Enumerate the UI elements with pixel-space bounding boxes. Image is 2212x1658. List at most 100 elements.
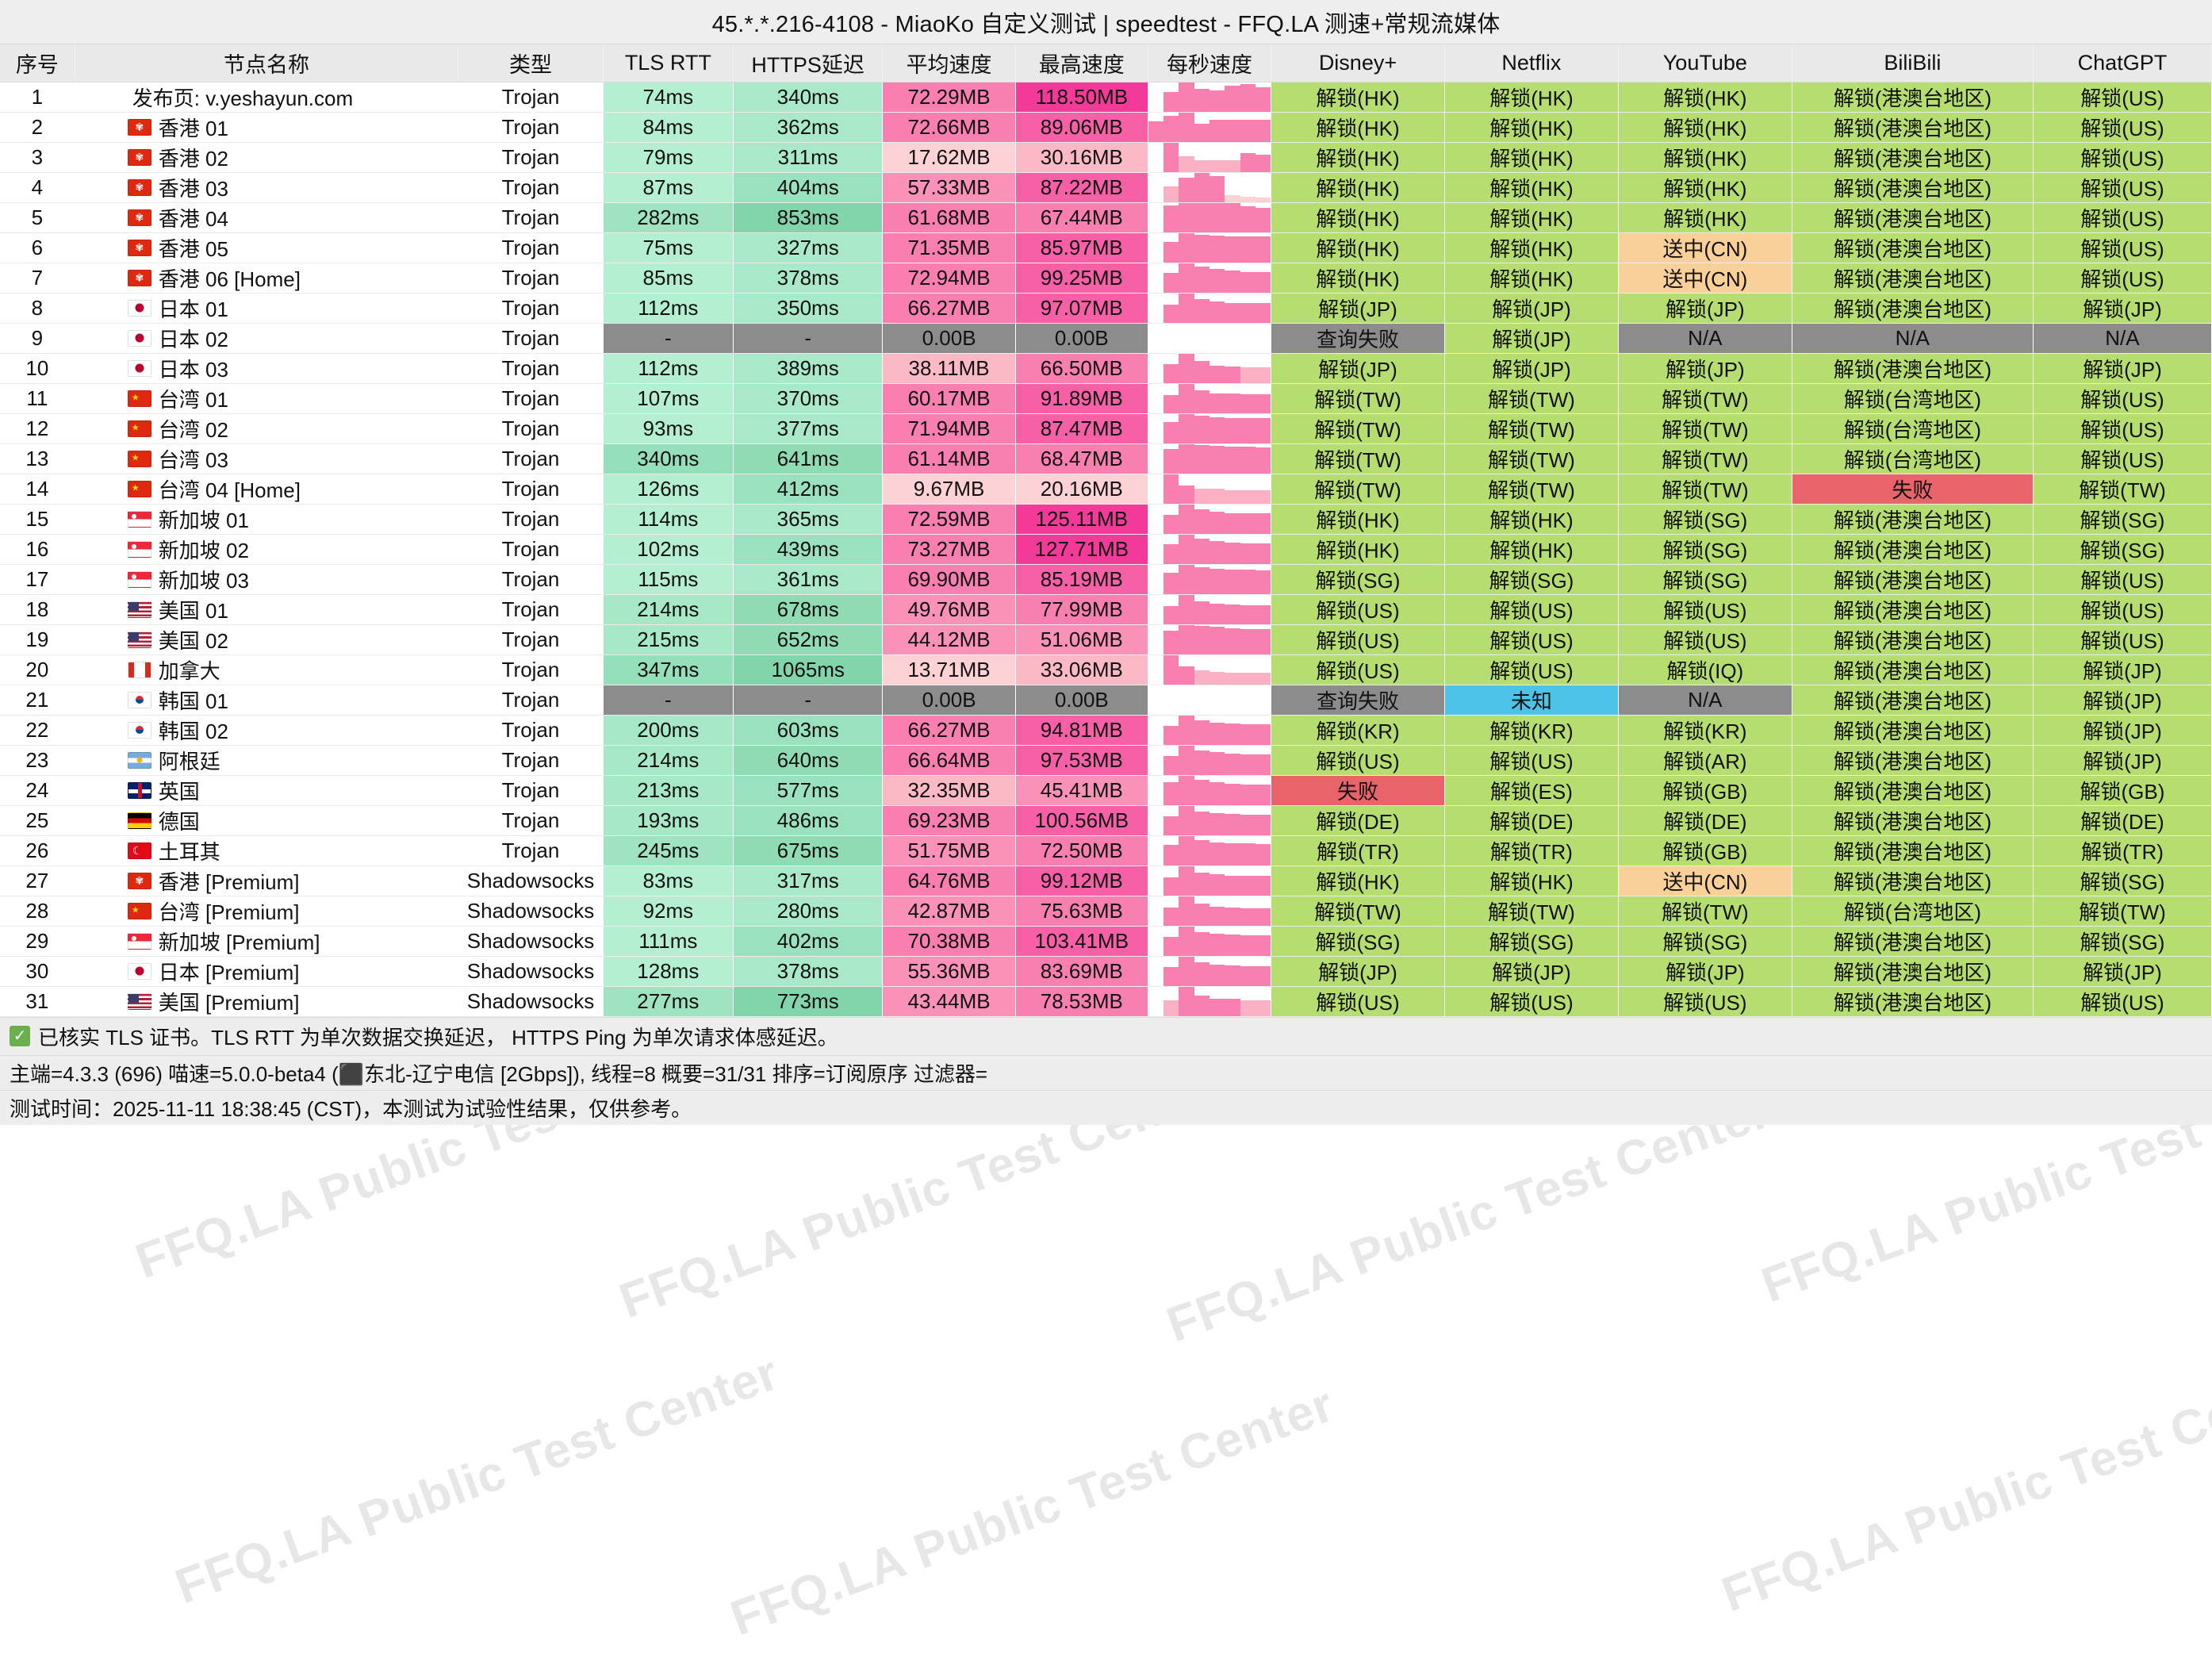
table-row[interactable]: 18 美国 01 Trojan 214ms 678ms 49.76MB 77.99MB 解锁(… (0, 594, 2212, 625)
cell-node-name[interactable]: 德国 (75, 805, 459, 836)
col-header-node-name[interactable]: 节点名称 (75, 44, 459, 83)
cell-node-name[interactable]: 日本 02 (75, 323, 459, 354)
table-row[interactable]: 8 日本 01 Trojan 112ms 350ms 66.27MB 97.07MB 解锁(J… (0, 293, 2212, 324)
table-row[interactable]: 1 发布页: v.yeshayun.com Trojan 74ms 340ms 72.29… (0, 82, 2212, 113)
table-row[interactable]: 19 美国 02 Trojan 215ms 652ms 44.12MB 51.06MB 解锁(… (0, 624, 2212, 655)
cell-netflix-status: 解锁(KR) (1444, 715, 1619, 746)
col-header-per-second[interactable]: 每秒速度 (1148, 44, 1272, 83)
cell-node-name[interactable]: 新加坡 [Premium] (75, 926, 459, 957)
cell-https-latency: 678ms (733, 594, 884, 625)
cell-index: 9 (0, 323, 75, 354)
col-header-avg-speed[interactable]: 平均速度 (882, 44, 1016, 83)
report-footer: ✓ 已核实 TLS 证书。TLS RTT 为单次数据交换延迟， HTTPS Pi… (0, 1016, 2212, 1125)
cell-node-name[interactable]: 香港 05 (75, 232, 459, 263)
cell-tls-rtt: 214ms (603, 594, 734, 625)
cell-avg-speed: 69.23MB (882, 805, 1016, 836)
table-row[interactable]: 22 韩国 02 Trojan 200ms 603ms 66.27MB 94.81MB 解锁(… (0, 715, 2212, 746)
table-row[interactable]: 17 新加坡 03 Trojan 115ms 361ms 69.90MB 85.19MB 解锁… (0, 564, 2212, 595)
cell-node-name[interactable]: 日本 03 (75, 353, 459, 384)
cell-node-name[interactable]: 台湾 03 (75, 443, 459, 474)
cell-node-name[interactable]: 香港 06 [Home] (75, 263, 459, 294)
col-header-max-speed[interactable]: 最高速度 (1015, 44, 1148, 83)
cell-node-name[interactable]: 韩国 02 (75, 715, 459, 746)
cell-node-name[interactable]: 香港 04 (75, 202, 459, 233)
table-row[interactable]: 23 阿根廷 Trojan 214ms 640ms 66.64MB 97.53MB 解锁(US… (0, 745, 2212, 776)
cell-node-name[interactable]: 韩国 01 (75, 685, 459, 716)
cell-youtube-status: 解锁(US) (1618, 594, 1792, 625)
table-row[interactable]: 28 台湾 [Premium] Shadowsocks92ms280ms42.87M… (0, 896, 2212, 927)
cell-node-name[interactable]: 英国 (75, 775, 459, 806)
cell-node-name[interactable]: 香港 03 (75, 172, 459, 203)
cell-avg-speed: 44.12MB (882, 624, 1016, 655)
cell-chatgpt-status: 解锁(US) (2033, 142, 2212, 173)
cell-node-name[interactable]: 美国 01 (75, 594, 459, 625)
cell-node-name[interactable]: 美国 02 (75, 624, 459, 655)
cell-node-name[interactable]: 新加坡 01 (75, 504, 459, 535)
col-header-index[interactable]: 序号 (0, 44, 75, 83)
cell-node-name[interactable]: 日本 01 (75, 293, 459, 324)
col-header-disney[interactable]: Disney+ (1271, 44, 1445, 83)
col-header-type[interactable]: 类型 (458, 44, 604, 83)
cell-youtube-status: 解锁(JP) (1618, 956, 1792, 987)
table-row[interactable]: 21 韩国 01 Trojan - -0.00B 0.00B 查询失败 未知 N/A 解锁(港澳台… (0, 685, 2212, 716)
cell-node-name[interactable]: 加拿大 (75, 654, 459, 685)
table-row[interactable]: 9 日本 02 Trojan - -0.00B 0.00B 查询失败 解锁(JP) N/A N/A… (0, 323, 2212, 354)
cell-node-name[interactable]: 土耳其 (75, 835, 459, 866)
cell-node-name[interactable]: 日本 [Premium] (75, 956, 459, 987)
cell-tls-rtt: 245ms (603, 835, 734, 866)
flag-jp-icon (127, 299, 151, 317)
table-row[interactable]: 16 新加坡 02 Trojan 102ms 439ms 73.27MB 127.71MB 解… (0, 534, 2212, 565)
cell-node-name[interactable]: 香港 [Premium] (75, 865, 459, 896)
cell-node-name[interactable]: 新加坡 02 (75, 534, 459, 565)
cell-max-speed: 33.06MB (1015, 654, 1148, 685)
cell-node-name[interactable]: 台湾 04 [Home] (75, 474, 459, 505)
cell-per-second-sparkline (1148, 232, 1272, 263)
table-row[interactable]: 31 美国 [Premium] Shadowsocks 277ms 773ms 43.44… (0, 986, 2212, 1017)
cell-netflix-status: 解锁(TW) (1444, 413, 1619, 444)
cell-node-name[interactable]: 新加坡 03 (75, 564, 459, 595)
table-row[interactable]: 30 日本 [Premium] Shadowsocks 128ms 378ms 55.36… (0, 956, 2212, 987)
cell-node-name[interactable]: 美国 [Premium] (75, 986, 459, 1017)
col-header-youtube[interactable]: YouTube (1618, 44, 1792, 83)
cell-node-name[interactable]: 阿根廷 (75, 745, 459, 776)
cell-node-name[interactable]: 发布页: v.yeshayun.com (75, 82, 459, 113)
flag-hk-icon (127, 269, 151, 286)
cell-node-name[interactable]: 台湾 02 (75, 413, 459, 444)
table-row[interactable]: 10 日本 03 Trojan 112ms 389ms 38.11MB 66.50MB 解锁(… (0, 353, 2212, 384)
cell-node-name[interactable]: 台湾 01 (75, 383, 459, 414)
table-row[interactable]: 7 香港 06 [Home] Trojan85ms378ms72.94MB99.25… (0, 263, 2212, 294)
cell-per-second-sparkline (1148, 685, 1272, 716)
col-header-bilibili[interactable]: BiliBili (1792, 44, 2034, 83)
cell-node-name[interactable]: 香港 01 (75, 112, 459, 143)
node-name-label: 日本 02 (158, 327, 228, 351)
table-row[interactable]: 14 台湾 04 [Home] Trojan126ms412ms9.67MB20.1… (0, 474, 2212, 505)
table-row[interactable]: 25 德国 Trojan 193ms 486ms 69.23MB 100.56MB 解锁(DE… (0, 805, 2212, 836)
cell-max-speed: 51.06MB (1015, 624, 1148, 655)
col-header-tls-rtt[interactable]: TLS RTT (603, 44, 734, 83)
cell-node-name[interactable]: 香港 02 (75, 142, 459, 173)
cell-youtube-status: N/A (1618, 685, 1792, 716)
cell-bilibili-status: 解锁(港澳台地区) (1792, 835, 2034, 866)
table-row[interactable]: 15 新加坡 01 Trojan 114ms 365ms 72.59MB 125.11MB 解… (0, 504, 2212, 535)
cell-netflix-status: 解锁(HK) (1444, 865, 1619, 896)
cell-node-name[interactable]: 台湾 [Premium] (75, 896, 459, 927)
col-header-netflix[interactable]: Netflix (1444, 44, 1619, 83)
cell-avg-speed: 43.44MB (882, 986, 1016, 1017)
cell-chatgpt-status: 解锁(US) (2033, 383, 2212, 414)
table-row[interactable]: 27 香港 [Premium] Shadowsocks83ms317ms64.76M… (0, 865, 2212, 896)
col-header-chatgpt[interactable]: ChatGPT (2033, 44, 2212, 83)
col-header-https-latency[interactable]: HTTPS延迟 (733, 44, 884, 83)
node-name-label: 台湾 01 (158, 387, 228, 412)
table-row[interactable]: 29 新加坡 [Premium] Shadowsocks 111ms 402ms 70.3… (0, 926, 2212, 957)
table-row[interactable]: 24 英国 Trojan 213ms 577ms 32.35MB 45.41MB 失败 解锁(E… (0, 775, 2212, 806)
